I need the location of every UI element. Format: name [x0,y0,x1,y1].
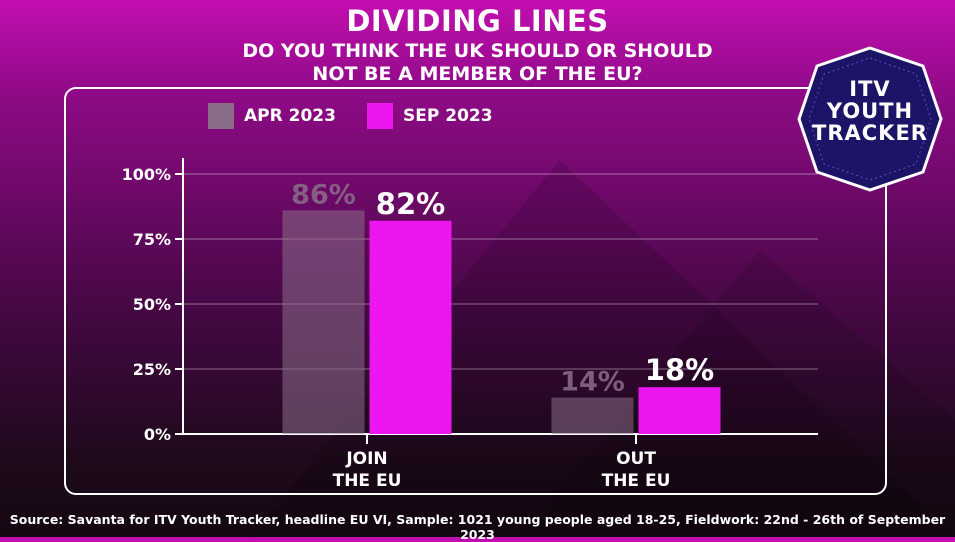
data-label: 14% [560,367,625,398]
legend-label-sep: SEP 2023 [403,106,493,126]
legend-swatch-sep [367,103,393,129]
page-title: DIVIDING LINES [346,4,609,38]
y-tick-label: 25% [133,360,171,379]
badge-line-1: ITV [849,77,891,101]
subtitle-line-2: NOT BE A MEMBER OF THE EU? [312,63,643,85]
x-category-label: OUT [616,449,656,469]
bar-apr-1 [551,397,634,434]
badge-line-2: YOUTH [826,99,914,123]
data-label: 82% [376,187,445,221]
page-subtitle: DO YOU THINK THE UK SHOULD OR SHOULD NOT… [190,40,765,86]
x-category-label: JOIN [345,449,387,469]
y-tick-label: 50% [133,295,171,314]
bar-sep-1 [638,387,721,434]
legend-label-apr: APR 2023 [244,106,336,126]
badge-text: ITV YOUTH TRACKER [795,78,945,144]
legend-item-apr: APR 2023 [208,103,336,129]
y-tick-label: 0% [144,425,171,444]
x-category-label: THE EU [333,471,402,491]
y-tick-label: 75% [133,230,171,249]
data-label: 18% [645,353,714,387]
data-label: 86% [291,179,356,210]
subtitle-line-1: DO YOU THINK THE UK SHOULD OR SHOULD [242,40,713,62]
bar-sep-0 [369,220,452,434]
itv-youth-tracker-logo [797,46,943,192]
x-category-label: THE EU [602,471,671,491]
source-note: Source: Savanta for ITV Youth Tracker, h… [9,512,946,542]
legend-swatch-apr [208,103,234,129]
y-tick-label: 100% [122,165,171,184]
badge-line-3: TRACKER [812,121,928,145]
chart-panel [64,87,887,495]
legend-item-sep: SEP 2023 [367,103,493,129]
bar-apr-0 [282,210,365,434]
